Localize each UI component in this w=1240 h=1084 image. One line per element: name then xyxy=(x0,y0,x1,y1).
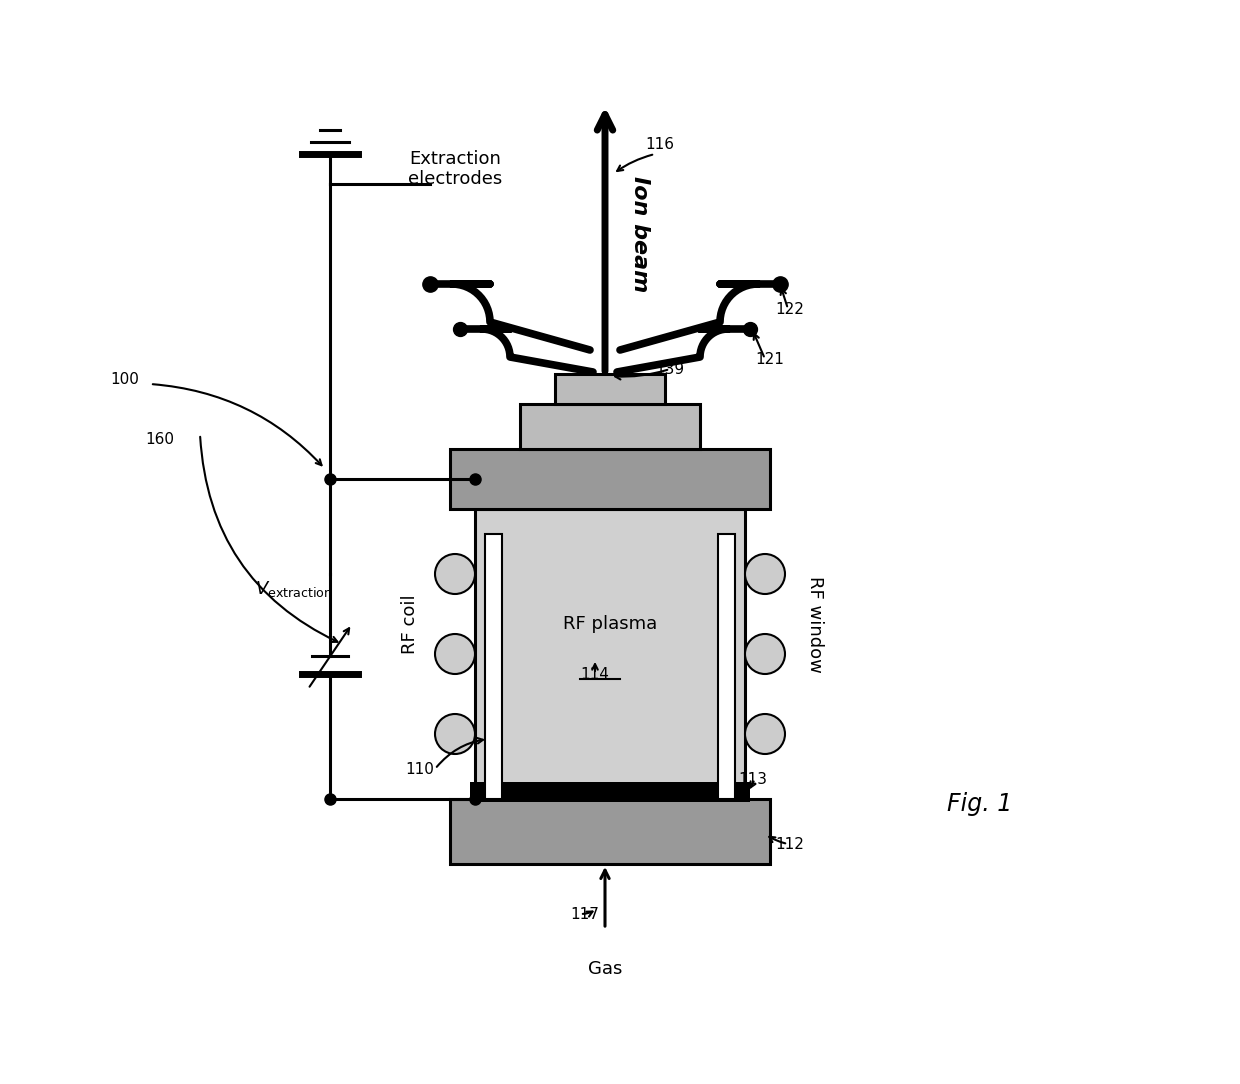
Text: RF coil: RF coil xyxy=(401,594,419,654)
FancyBboxPatch shape xyxy=(718,534,735,799)
FancyBboxPatch shape xyxy=(520,404,701,449)
FancyBboxPatch shape xyxy=(485,534,502,799)
FancyBboxPatch shape xyxy=(556,374,665,404)
Text: $V_{\rm extraction}$: $V_{\rm extraction}$ xyxy=(255,579,332,599)
Text: 113: 113 xyxy=(738,772,768,787)
Circle shape xyxy=(745,634,785,674)
Circle shape xyxy=(435,554,475,594)
Text: 116: 116 xyxy=(645,137,675,152)
Circle shape xyxy=(435,634,475,674)
Text: 114: 114 xyxy=(580,667,609,682)
Circle shape xyxy=(745,554,785,594)
Text: 122: 122 xyxy=(775,302,804,317)
Text: Extraction
electrodes: Extraction electrodes xyxy=(408,150,502,189)
Text: RF window: RF window xyxy=(806,576,825,672)
Text: 100: 100 xyxy=(110,372,139,387)
Text: Gas: Gas xyxy=(588,960,622,978)
FancyBboxPatch shape xyxy=(470,782,750,802)
Text: 160: 160 xyxy=(145,433,174,447)
Circle shape xyxy=(745,714,785,754)
Text: 117: 117 xyxy=(570,907,599,922)
Text: RF plasma: RF plasma xyxy=(563,615,657,633)
Text: 139: 139 xyxy=(655,362,684,377)
Text: Ion beam: Ion beam xyxy=(630,176,650,292)
Text: 121: 121 xyxy=(755,352,784,367)
Circle shape xyxy=(435,714,475,754)
Text: 110: 110 xyxy=(405,762,434,777)
FancyBboxPatch shape xyxy=(475,509,745,799)
FancyBboxPatch shape xyxy=(450,449,770,509)
FancyBboxPatch shape xyxy=(450,799,770,864)
Text: Fig. 1: Fig. 1 xyxy=(947,792,1013,816)
Text: 112: 112 xyxy=(775,837,804,852)
